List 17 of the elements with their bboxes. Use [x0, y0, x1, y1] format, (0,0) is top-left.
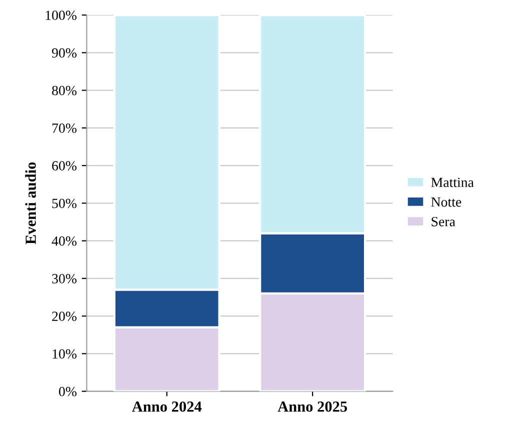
y-tick-label: 40% [52, 236, 77, 246]
y-tick-label: 100% [46, 10, 77, 20]
y-tick-label: 90% [52, 48, 77, 58]
y-tick-label: 60% [52, 161, 77, 171]
legend-label: Sera [432, 216, 456, 226]
y-tick-label: 80% [52, 86, 77, 96]
y-axis-title: Eventi audio [25, 162, 36, 244]
y-tick-label: 0% [58, 386, 77, 396]
legend-label: Mattina [431, 178, 474, 188]
y-tick-label: 10% [52, 349, 77, 359]
y-tick-label: 70% [52, 124, 77, 133]
x-tick-label: Anno 2024 [132, 401, 202, 412]
y-tick-label: 50% [52, 198, 77, 208]
y-tick-label: 30% [52, 274, 77, 284]
legend-label: Notte [431, 197, 462, 207]
x-tick-label: Anno 2025 [278, 401, 348, 412]
y-tick-label: 20% [52, 312, 77, 322]
